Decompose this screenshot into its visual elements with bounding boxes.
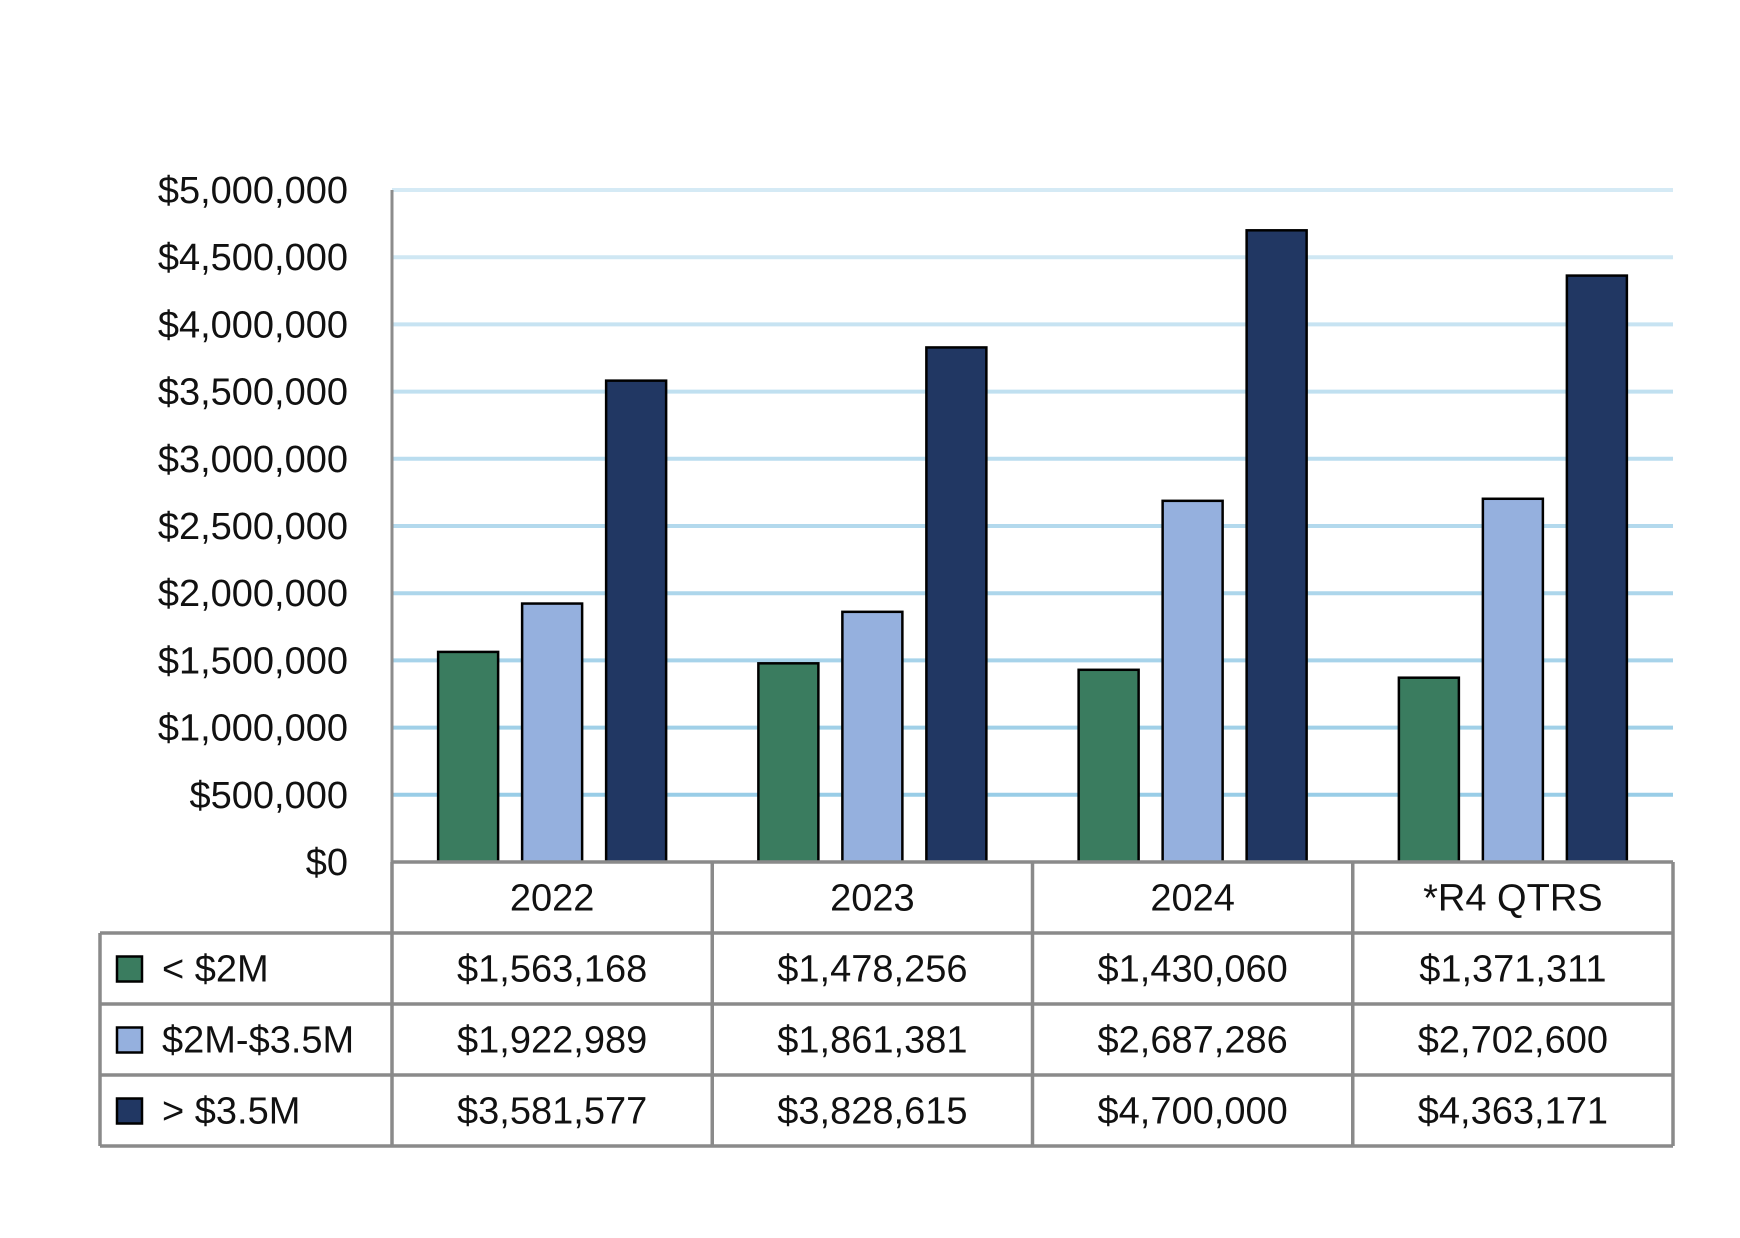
legend-label: < $2M xyxy=(162,949,269,991)
data-label: $1,371,311 xyxy=(1419,949,1606,991)
legend-swatch xyxy=(115,1026,144,1054)
y-axis: $0 $500,000 $1,000,000 $1,500,000 $2,000,000… xyxy=(158,170,394,884)
data-label: $1,430,060 xyxy=(1098,949,1288,991)
bar xyxy=(604,379,668,864)
data-label: $4,363,171 xyxy=(1418,1091,1608,1133)
legend-label: $2M-$3.5M xyxy=(162,1020,354,1062)
y-tick-label: $3,000,000 xyxy=(158,439,348,481)
y-tick-label: $0 xyxy=(306,842,348,884)
legend-swatch xyxy=(115,1097,144,1125)
y-tick-label: $3,500,000 xyxy=(158,372,348,414)
bar xyxy=(520,602,584,864)
data-label: $3,828,615 xyxy=(777,1091,967,1133)
data-label: $1,563,168 xyxy=(457,949,647,991)
y-tick-label: $1,000,000 xyxy=(158,708,348,750)
bar xyxy=(436,650,500,864)
data-label: $4,700,000 xyxy=(1098,1091,1288,1133)
legend-swatch xyxy=(115,955,144,983)
legend-label: > $3.5M xyxy=(162,1091,300,1133)
data-label: $2,687,286 xyxy=(1098,1020,1288,1062)
y-tick-label: $5,000,000 xyxy=(158,170,348,212)
x-tick-label: 2023 xyxy=(830,878,915,920)
bar xyxy=(1481,497,1545,864)
bar xyxy=(1245,229,1308,864)
bar xyxy=(757,662,820,864)
x-tick-label: 2024 xyxy=(1150,878,1235,920)
y-tick-label: $4,000,000 xyxy=(158,304,348,346)
x-tick-label: *R4 QTRS xyxy=(1423,878,1602,920)
data-label: $1,861,381 xyxy=(777,1020,967,1062)
gridlines xyxy=(392,188,1673,797)
data-label: $3,581,577 xyxy=(457,1091,647,1133)
bar xyxy=(841,610,904,864)
data-label: $1,922,989 xyxy=(457,1020,647,1062)
data-table: 2022 2023 2024 *R4 QTRS < $2M $1,563,168 $1,47… xyxy=(98,860,1675,1148)
x-tick-label: 2022 xyxy=(510,878,595,920)
bar xyxy=(1077,668,1140,864)
bar xyxy=(1397,676,1461,864)
y-tick-label: $2,000,000 xyxy=(158,573,348,615)
bar xyxy=(925,346,988,864)
y-tick-label: $4,500,000 xyxy=(158,237,348,279)
bar xyxy=(1565,274,1629,864)
bar xyxy=(1161,499,1224,864)
data-label: $1,478,256 xyxy=(777,949,967,991)
y-tick-label: $500,000 xyxy=(190,775,349,817)
y-tick-label: $2,500,000 xyxy=(158,506,348,548)
data-label: $2,702,600 xyxy=(1418,1020,1608,1062)
y-tick-label: $1,500,000 xyxy=(158,640,348,682)
